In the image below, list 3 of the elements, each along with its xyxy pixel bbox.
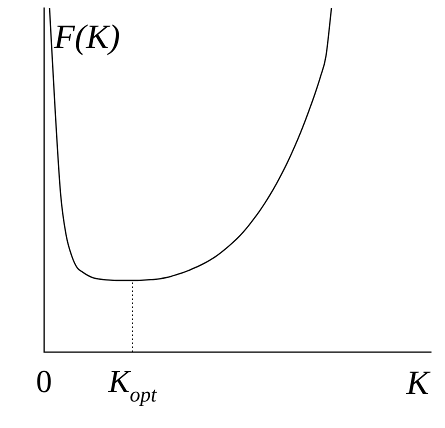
x-tick-label: 0	[36, 363, 52, 399]
x-axis-title: K	[405, 365, 432, 402]
y-axis-title: F(K)	[53, 19, 120, 56]
